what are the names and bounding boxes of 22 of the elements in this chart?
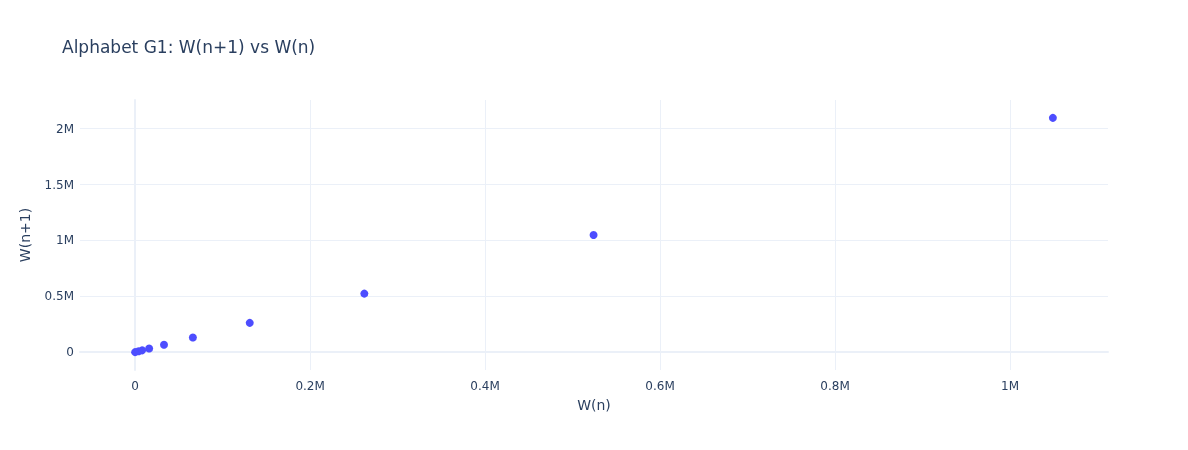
y-tick-label: 0.5M: [44, 289, 74, 304]
y-tick-label: 2M: [56, 121, 74, 136]
point: [1048, 113, 1057, 122]
y-axis-title: W(n+1): [17, 207, 33, 263]
point: [360, 289, 369, 298]
x-tick-label: 0.4M: [470, 379, 500, 393]
point: [138, 346, 147, 355]
y-tick-label: 0: [66, 345, 74, 360]
x-axis-title: W(n): [577, 397, 611, 413]
point: [245, 318, 254, 327]
point: [160, 340, 168, 349]
x-tick-label: 1M: [1001, 379, 1020, 393]
point: [145, 344, 154, 353]
x-tick-label: 0.6M: [645, 379, 675, 393]
point: [188, 333, 197, 342]
x-tick-label: 0: [131, 379, 139, 393]
x-tick-label: 0.2M: [295, 379, 325, 393]
chart-title: Alphabet G1: W(n+1) vs W(n): [62, 36, 316, 57]
x-tick-label: 0.8M: [820, 379, 850, 393]
point: [589, 230, 598, 239]
y-tick-label: 1M: [56, 233, 74, 248]
y-tick-label: 1.5M: [44, 177, 74, 192]
